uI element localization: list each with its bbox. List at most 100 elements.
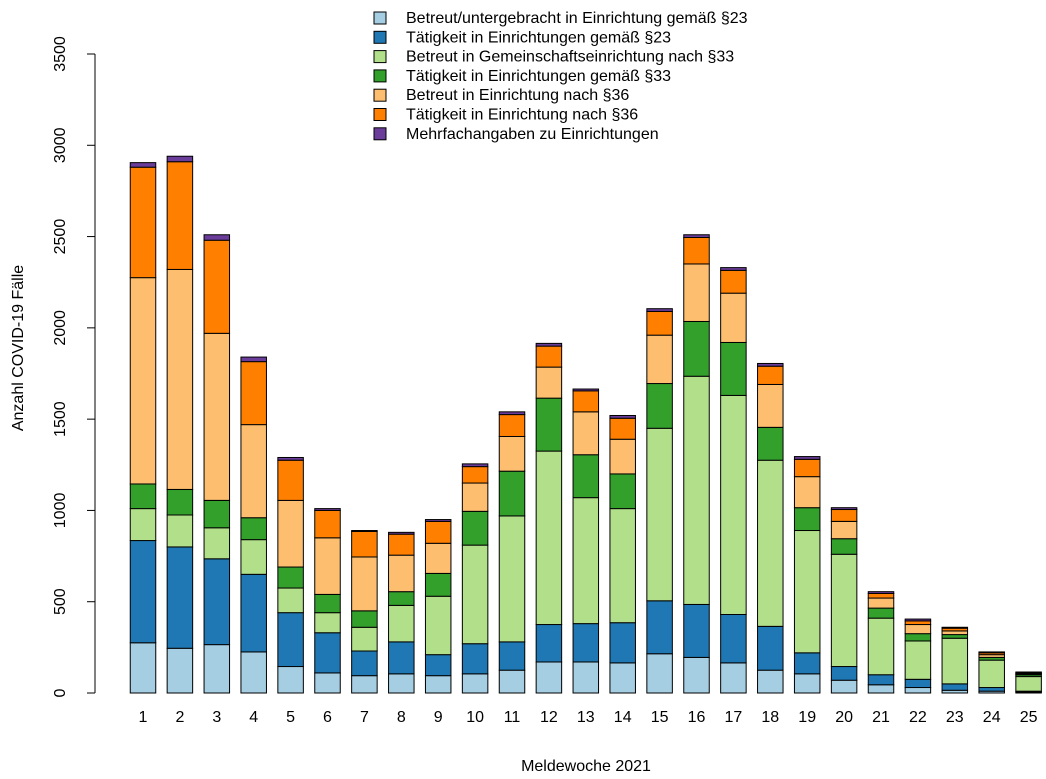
bar-segment-week-1-series-5: [129, 277, 157, 485]
bar-segment-week-12-series-3: [535, 450, 563, 626]
bar-segment-week-8-series-4: [388, 591, 415, 606]
bar-segment-week-17-series-3: [720, 394, 747, 615]
bar-segment-week-11-series-1: [498, 669, 526, 694]
bar-segment-week-3-series-3: [203, 527, 231, 560]
legend-label: Tätigkeit in Einrichtungen gemäß §23: [406, 29, 671, 46]
legend-label: Betreut in Gemeinschaftseinrichtung nach…: [406, 49, 734, 66]
x-tick-label: 8: [397, 709, 406, 726]
bar-segment-week-12-series-6: [535, 345, 563, 368]
legend-swatch: [373, 88, 387, 102]
x-tick-label: 17: [725, 709, 743, 726]
bar-segment-week-6-series-7: [314, 508, 341, 511]
y-tick-label: 3500: [52, 36, 69, 72]
bar-segment-week-13-series-7: [572, 388, 600, 392]
legend-label: Mehrfachangaben zu Einrichtungen: [406, 126, 659, 143]
legend-label: Tätigkeit in Einrichtungen gemäß §33: [406, 68, 671, 85]
bar-segment-week-15-series-5: [646, 334, 673, 385]
bar-segment-week-13-series-3: [572, 497, 600, 625]
y-tick-label: 1000: [52, 493, 69, 529]
legend-swatch: [373, 50, 387, 64]
bar-segment-week-15-series-7: [646, 308, 673, 312]
bar-segment-week-2-series-7: [166, 155, 194, 163]
bar-segment-week-17-series-2: [720, 613, 747, 664]
legend-swatch: [373, 127, 387, 141]
bar-segment-week-24-series-3: [978, 659, 1005, 689]
legend-label: Tätigkeit in Einrichtung nach §36: [406, 107, 638, 124]
bar-segment-week-20-series-7: [830, 507, 858, 511]
bar-segment-week-12-series-5: [535, 366, 563, 399]
bar-segment-week-10-series-3: [461, 544, 489, 645]
bar-segment-week-18-series-5: [757, 383, 784, 428]
bar-segment-week-14-series-2: [609, 622, 636, 664]
bar-segment-week-8-series-2: [388, 641, 415, 675]
x-axis-title: Meldewoche 2021: [521, 758, 651, 775]
x-tick-label: 25: [1020, 709, 1038, 726]
bar-segment-week-2-series-4: [166, 488, 194, 516]
bar-segment-week-1-series-3: [129, 508, 157, 542]
x-tick-label: 4: [249, 709, 258, 726]
legend-swatch: [373, 69, 387, 83]
legend-swatch: [373, 30, 387, 44]
x-tick-label: 9: [434, 709, 443, 726]
bar-segment-week-10-series-2: [461, 643, 489, 675]
bar-segment-week-8-series-5: [388, 554, 415, 593]
bar-segment-week-5-series-4: [277, 566, 304, 589]
x-tick-label: 13: [577, 709, 595, 726]
bar-segment-week-1-series-7: [129, 162, 157, 168]
bar-segment-week-23-series-5: [941, 630, 969, 636]
bar-segment-week-6-series-6: [314, 509, 341, 539]
legend-label: Betreut in Einrichtung nach §36: [406, 87, 629, 104]
bar-segment-week-11-series-7: [498, 411, 526, 416]
bar-segment-week-1-series-2: [129, 540, 157, 644]
bar-segment-week-2-series-2: [166, 546, 194, 649]
legend: Betreut/untergebracht in Einrichtung gem…: [373, 10, 748, 143]
bar-segment-week-1-series-1: [129, 642, 157, 694]
bar-segment-week-6-series-5: [314, 537, 341, 595]
x-tick-label: 20: [835, 709, 853, 726]
x-tick-label: 15: [651, 709, 669, 726]
bar-segment-week-11-series-6: [498, 414, 526, 437]
bar-segment-week-14-series-5: [609, 438, 636, 475]
bar-segment-week-1-series-4: [129, 483, 157, 510]
bar-segment-week-8-series-7: [388, 531, 415, 535]
bar-segment-week-20-series-6: [830, 509, 858, 522]
bar-segment-week-20-series-2: [830, 666, 858, 681]
y-tick-label: 3000: [52, 127, 69, 163]
bar-segment-week-19-series-6: [793, 458, 821, 478]
bar-segment-week-10-series-7: [461, 463, 489, 468]
bar-segment-week-2-series-5: [166, 268, 194, 490]
x-tick-label: 3: [212, 709, 221, 726]
bar-segment-week-5-series-3: [277, 587, 304, 614]
bar-segment-week-19-series-7: [793, 456, 821, 460]
bar-segment-week-22-series-3: [904, 640, 932, 680]
bar-segment-week-7-series-1: [351, 675, 378, 694]
x-tick-label: 18: [761, 709, 779, 726]
bar-segment-week-13-series-1: [572, 661, 600, 694]
bar-segment-week-14-series-6: [609, 417, 636, 440]
x-tick-label: 21: [872, 709, 890, 726]
bar-segment-week-10-series-1: [461, 673, 489, 694]
y-tick-label: 2000: [52, 310, 69, 346]
bar-segment-week-7-series-3: [351, 626, 378, 652]
bar-segment-week-7-series-4: [351, 610, 378, 628]
x-tick-label: 19: [798, 709, 816, 726]
bar-segment-week-20-series-5: [830, 520, 858, 540]
bar-segment-week-13-series-6: [572, 390, 600, 413]
bar-segment-week-16-series-7: [683, 234, 710, 238]
legend-label: Betreut/untergebracht in Einrichtung gem…: [406, 10, 748, 27]
y-tick-label: 1500: [52, 401, 69, 437]
bar-segment-week-7-series-2: [351, 650, 378, 677]
bar-segment-week-5-series-6: [277, 459, 304, 501]
bar-segment-week-20-series-1: [830, 679, 858, 694]
bar-segment-week-3-series-7: [203, 234, 231, 241]
bar-segment-week-16-series-2: [683, 603, 710, 658]
bar-segment-week-14-series-1: [609, 662, 636, 694]
bar-segment-week-4-series-5: [240, 424, 267, 519]
bar-segment-week-14-series-7: [609, 414, 636, 419]
bar-segment-week-24-series-2: [978, 687, 1005, 692]
bar-segment-week-12-series-7: [535, 342, 563, 347]
bar-segment-week-6-series-4: [314, 593, 341, 614]
bar-segment-week-2-series-1: [166, 647, 194, 694]
legend-swatch: [373, 108, 387, 121]
